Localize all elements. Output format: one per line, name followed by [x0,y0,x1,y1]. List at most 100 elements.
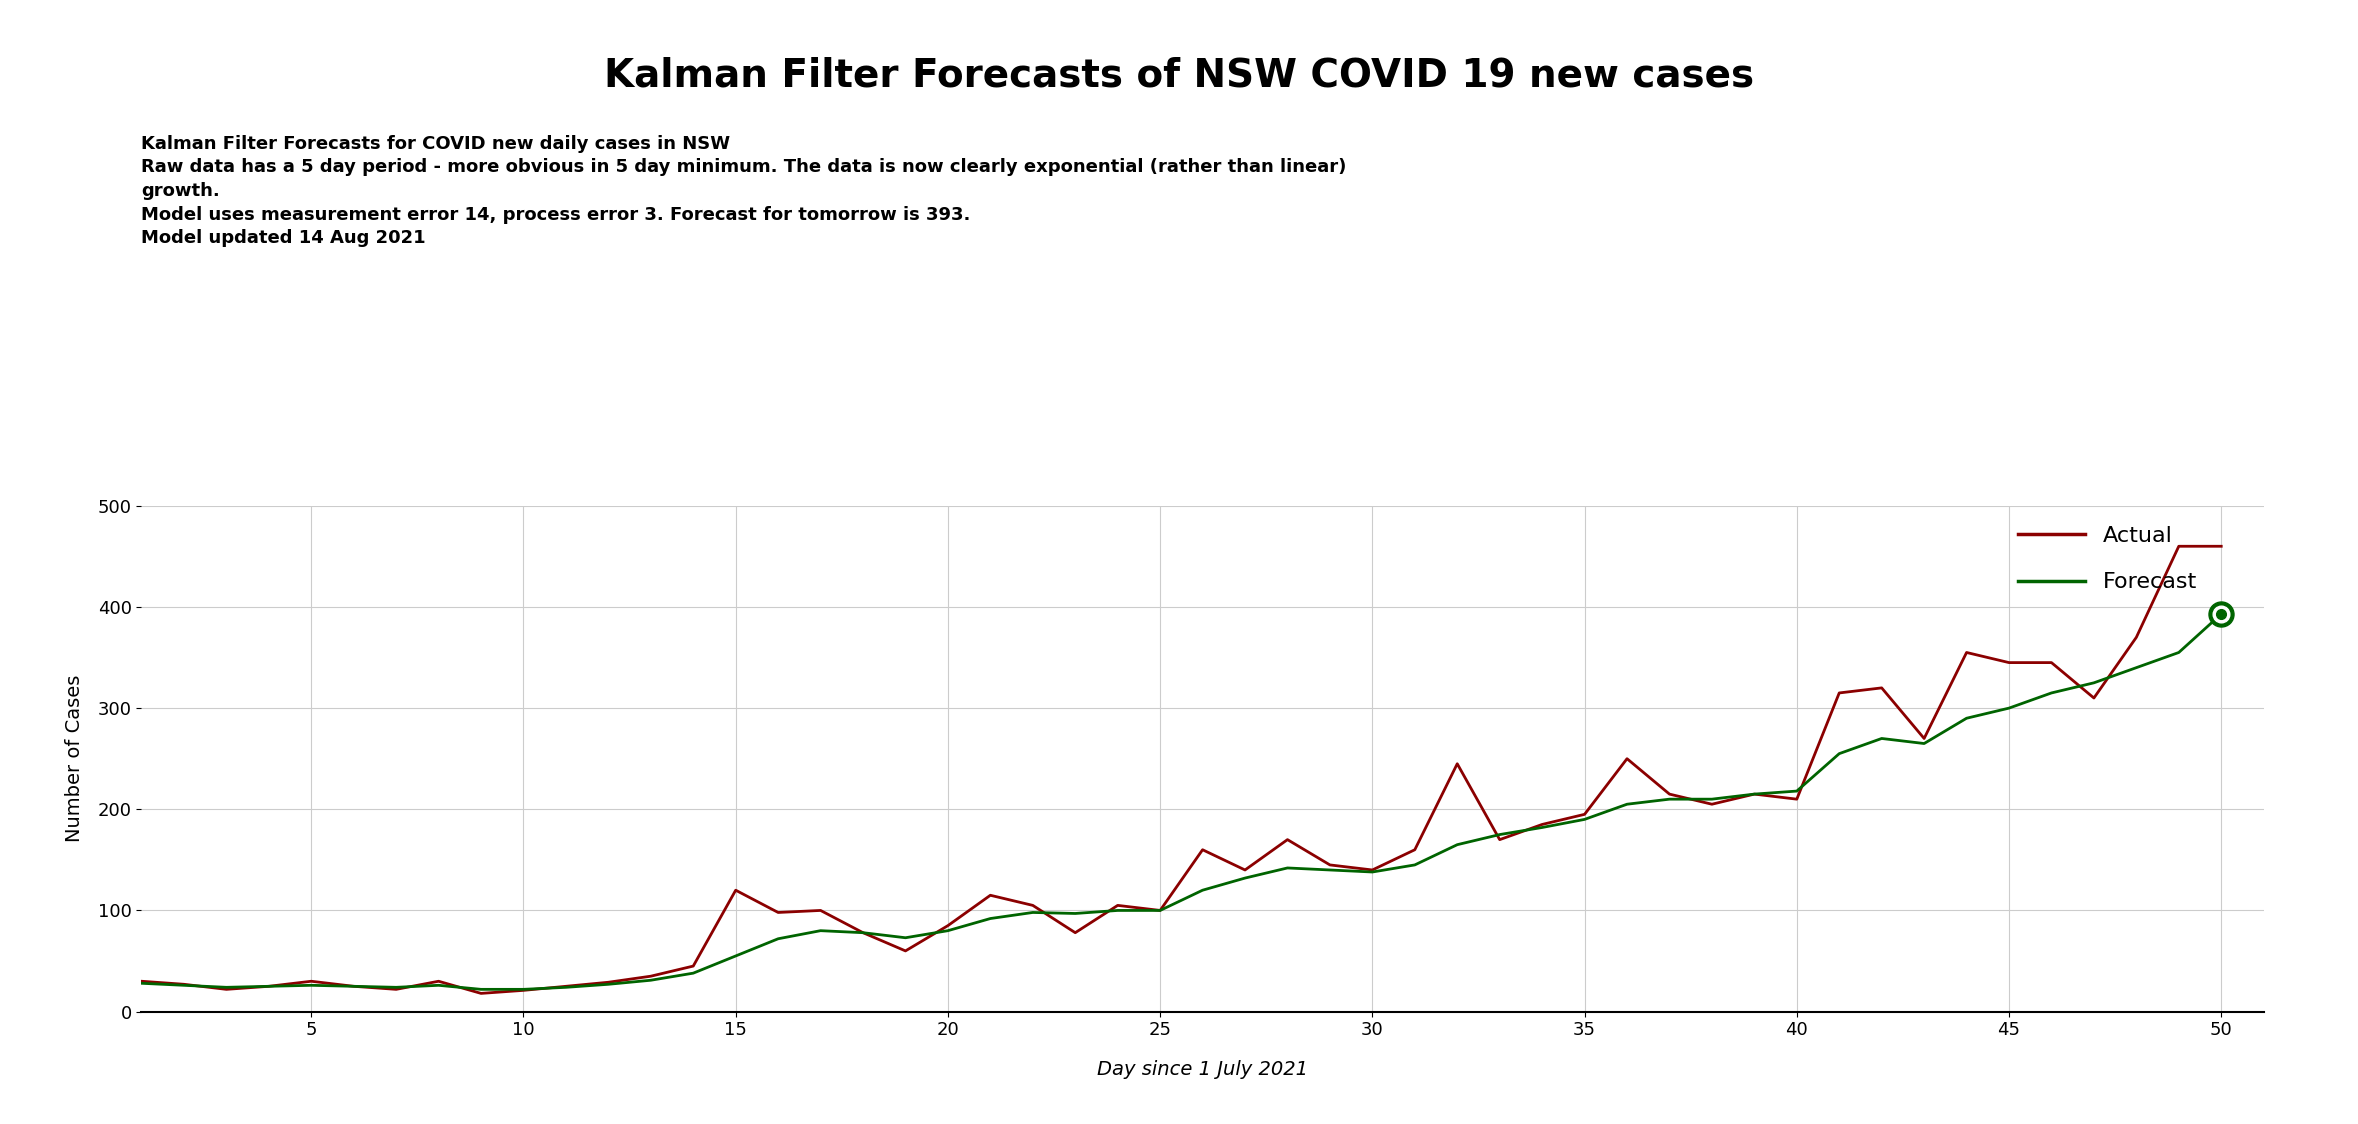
Actual [594,976,623,989]
Forecast [1868,732,1896,745]
Actual [1868,681,1896,695]
Forecast [1655,792,1684,806]
Actual [1698,798,1726,812]
Y-axis label: Number of Cases: Number of Cases [66,676,85,842]
Forecast [1952,711,1981,725]
Actual [1146,904,1174,917]
Forecast [1146,904,1174,917]
Forecast [849,926,877,940]
Forecast [2037,686,2066,699]
Text: Kalman Filter Forecasts for COVID new daily cases in NSW
Raw data has a 5 day pe: Kalman Filter Forecasts for COVID new da… [141,135,1346,247]
Actual [1443,758,1471,771]
Actual [382,982,410,996]
Forecast [679,967,707,980]
Forecast [1358,865,1387,879]
Line: Forecast: Forecast [141,614,2221,989]
Forecast [764,932,792,945]
Actual [2037,655,2066,669]
Forecast [2080,676,2108,689]
Text: Kalman Filter Forecasts of NSW COVID 19 new cases: Kalman Filter Forecasts of NSW COVID 19 … [604,56,1754,94]
Actual [1273,833,1302,846]
Actual [1740,787,1768,800]
Forecast [1486,827,1514,841]
Actual [764,906,792,919]
Actual [934,919,962,933]
Actual [552,979,580,994]
Forecast [1528,821,1556,834]
Forecast [424,979,453,992]
Actual [806,904,835,917]
Actual [1401,843,1429,856]
Forecast [2165,645,2193,659]
Forecast [255,979,283,994]
Actual [849,926,877,940]
Actual [1655,787,1684,800]
Actual [1613,752,1641,765]
Actual [2207,540,2235,553]
Forecast [1443,839,1471,852]
Actual [467,987,495,1000]
Actual [976,888,1005,901]
Forecast [1910,737,1938,751]
Actual [1188,843,1217,856]
Forecast [127,977,156,990]
Forecast [1698,792,1726,806]
Actual [679,959,707,972]
Forecast [1188,883,1217,897]
Forecast [1825,746,1853,760]
Forecast [891,931,920,944]
Actual [1316,859,1344,872]
Forecast [2207,607,2235,620]
Forecast [1104,904,1132,917]
Forecast [1316,863,1344,877]
Actual [2122,631,2150,644]
Line: Actual: Actual [141,546,2221,994]
Forecast [637,973,665,987]
Actual [1570,807,1599,821]
Forecast [976,912,1005,925]
X-axis label: Day since 1 July 2021: Day since 1 July 2021 [1096,1060,1309,1079]
Forecast [212,980,241,994]
Actual [722,883,750,897]
Actual [2165,540,2193,553]
Actual [1910,732,1938,745]
Actual [1231,863,1259,877]
Forecast [1740,787,1768,800]
Actual [1783,792,1811,806]
Actual [2080,691,2108,705]
Actual [1995,655,2023,669]
Actual [1825,686,1853,699]
Actual [340,979,368,994]
Actual [1061,926,1089,940]
Forecast [467,982,495,996]
Forecast [1061,907,1089,921]
Forecast [340,979,368,994]
Actual [424,975,453,988]
Forecast [1570,813,1599,826]
Actual [1104,899,1132,913]
Actual [255,979,283,994]
Forecast [722,949,750,962]
Forecast [1401,859,1429,872]
Forecast [1273,861,1302,874]
Forecast [806,924,835,937]
Forecast [1231,871,1259,885]
Actual [891,944,920,958]
Forecast [1783,785,1811,798]
Actual [170,978,198,991]
Actual [1019,899,1047,913]
Forecast [170,979,198,992]
Actual [297,975,325,988]
Actual [1952,645,1981,659]
Forecast [297,979,325,992]
Actual [127,975,156,988]
Actual [637,969,665,982]
Forecast [509,982,538,996]
Legend: Actual, Forecast: Actual, Forecast [2009,517,2207,601]
Forecast [934,924,962,937]
Actual [509,984,538,997]
Forecast [1613,798,1641,812]
Actual [212,982,241,996]
Actual [1528,818,1556,832]
Forecast [1995,701,2023,715]
